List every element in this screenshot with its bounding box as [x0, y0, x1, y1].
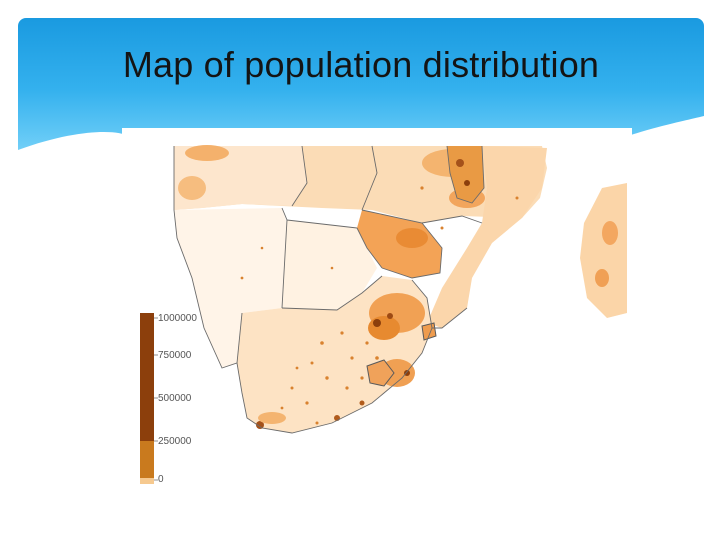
population-dots	[240, 186, 519, 425]
map-canvas	[122, 128, 632, 488]
legend-tick-label: 250000	[158, 436, 192, 447]
region-eswatini	[421, 322, 437, 341]
region-mozambique	[427, 146, 547, 328]
region-lesotho	[366, 359, 395, 387]
legend-tick-label: 750000	[158, 350, 192, 361]
region-malawi	[447, 146, 484, 203]
region-madagascar	[580, 183, 627, 318]
population-map: 1000000 750000 500000 250000 0	[122, 128, 632, 488]
legend-colorbar	[140, 313, 158, 484]
legend-tick-label: 0	[158, 474, 164, 485]
legend-tick-label: 1000000	[158, 313, 197, 324]
legend-tick-label: 500000	[158, 393, 192, 404]
region-angola	[174, 146, 307, 210]
region-namibia	[174, 208, 287, 368]
country-borders	[173, 145, 485, 434]
region-botswana	[282, 220, 377, 313]
slide-title: Map of population distribution	[122, 44, 600, 85]
